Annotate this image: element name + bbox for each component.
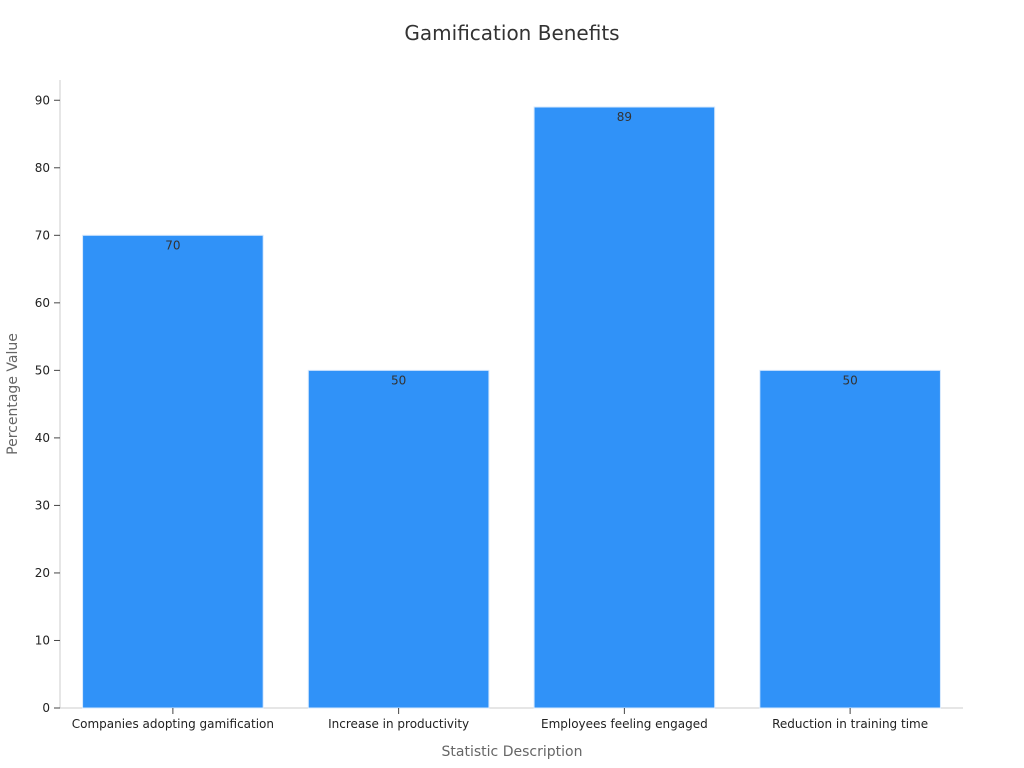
y-tick-label: 50	[35, 363, 50, 377]
y-tick-label: 90	[35, 93, 50, 107]
bar	[533, 106, 716, 709]
plot-area: 0 10 20 30 40 50 60 70 80 90 70 Companies adopting …	[35, 80, 963, 731]
y-axis-label: Percentage Value	[5, 333, 21, 455]
x-axis-label: Statistic Description	[442, 744, 583, 760]
y-tick-label: 80	[35, 161, 50, 175]
x-tick-label: Increase in productivity	[328, 717, 469, 731]
bar	[82, 234, 264, 709]
x-tick-label: Companies adopting gamification	[72, 717, 274, 731]
y-tick-label: 30	[35, 498, 50, 512]
bar-value-label: 50	[391, 373, 406, 387]
bar-value-label: 70	[165, 238, 180, 252]
x-tick-label: Employees feeling engaged	[541, 717, 708, 731]
y-tick-label: 20	[35, 566, 50, 580]
y-tick-label: 70	[35, 228, 50, 242]
chart-title: Gamification Benefits	[404, 21, 619, 45]
bar	[759, 369, 941, 709]
y-tick-label: 60	[35, 296, 50, 310]
y-tick-label: 10	[35, 633, 50, 647]
x-tick-label: Reduction in training time	[772, 717, 928, 731]
bar	[307, 369, 490, 709]
bar-value-label: 89	[617, 110, 632, 124]
y-tick-label: 0	[42, 701, 50, 715]
y-tick-label: 40	[35, 431, 50, 445]
bar-value-label: 50	[842, 373, 857, 387]
